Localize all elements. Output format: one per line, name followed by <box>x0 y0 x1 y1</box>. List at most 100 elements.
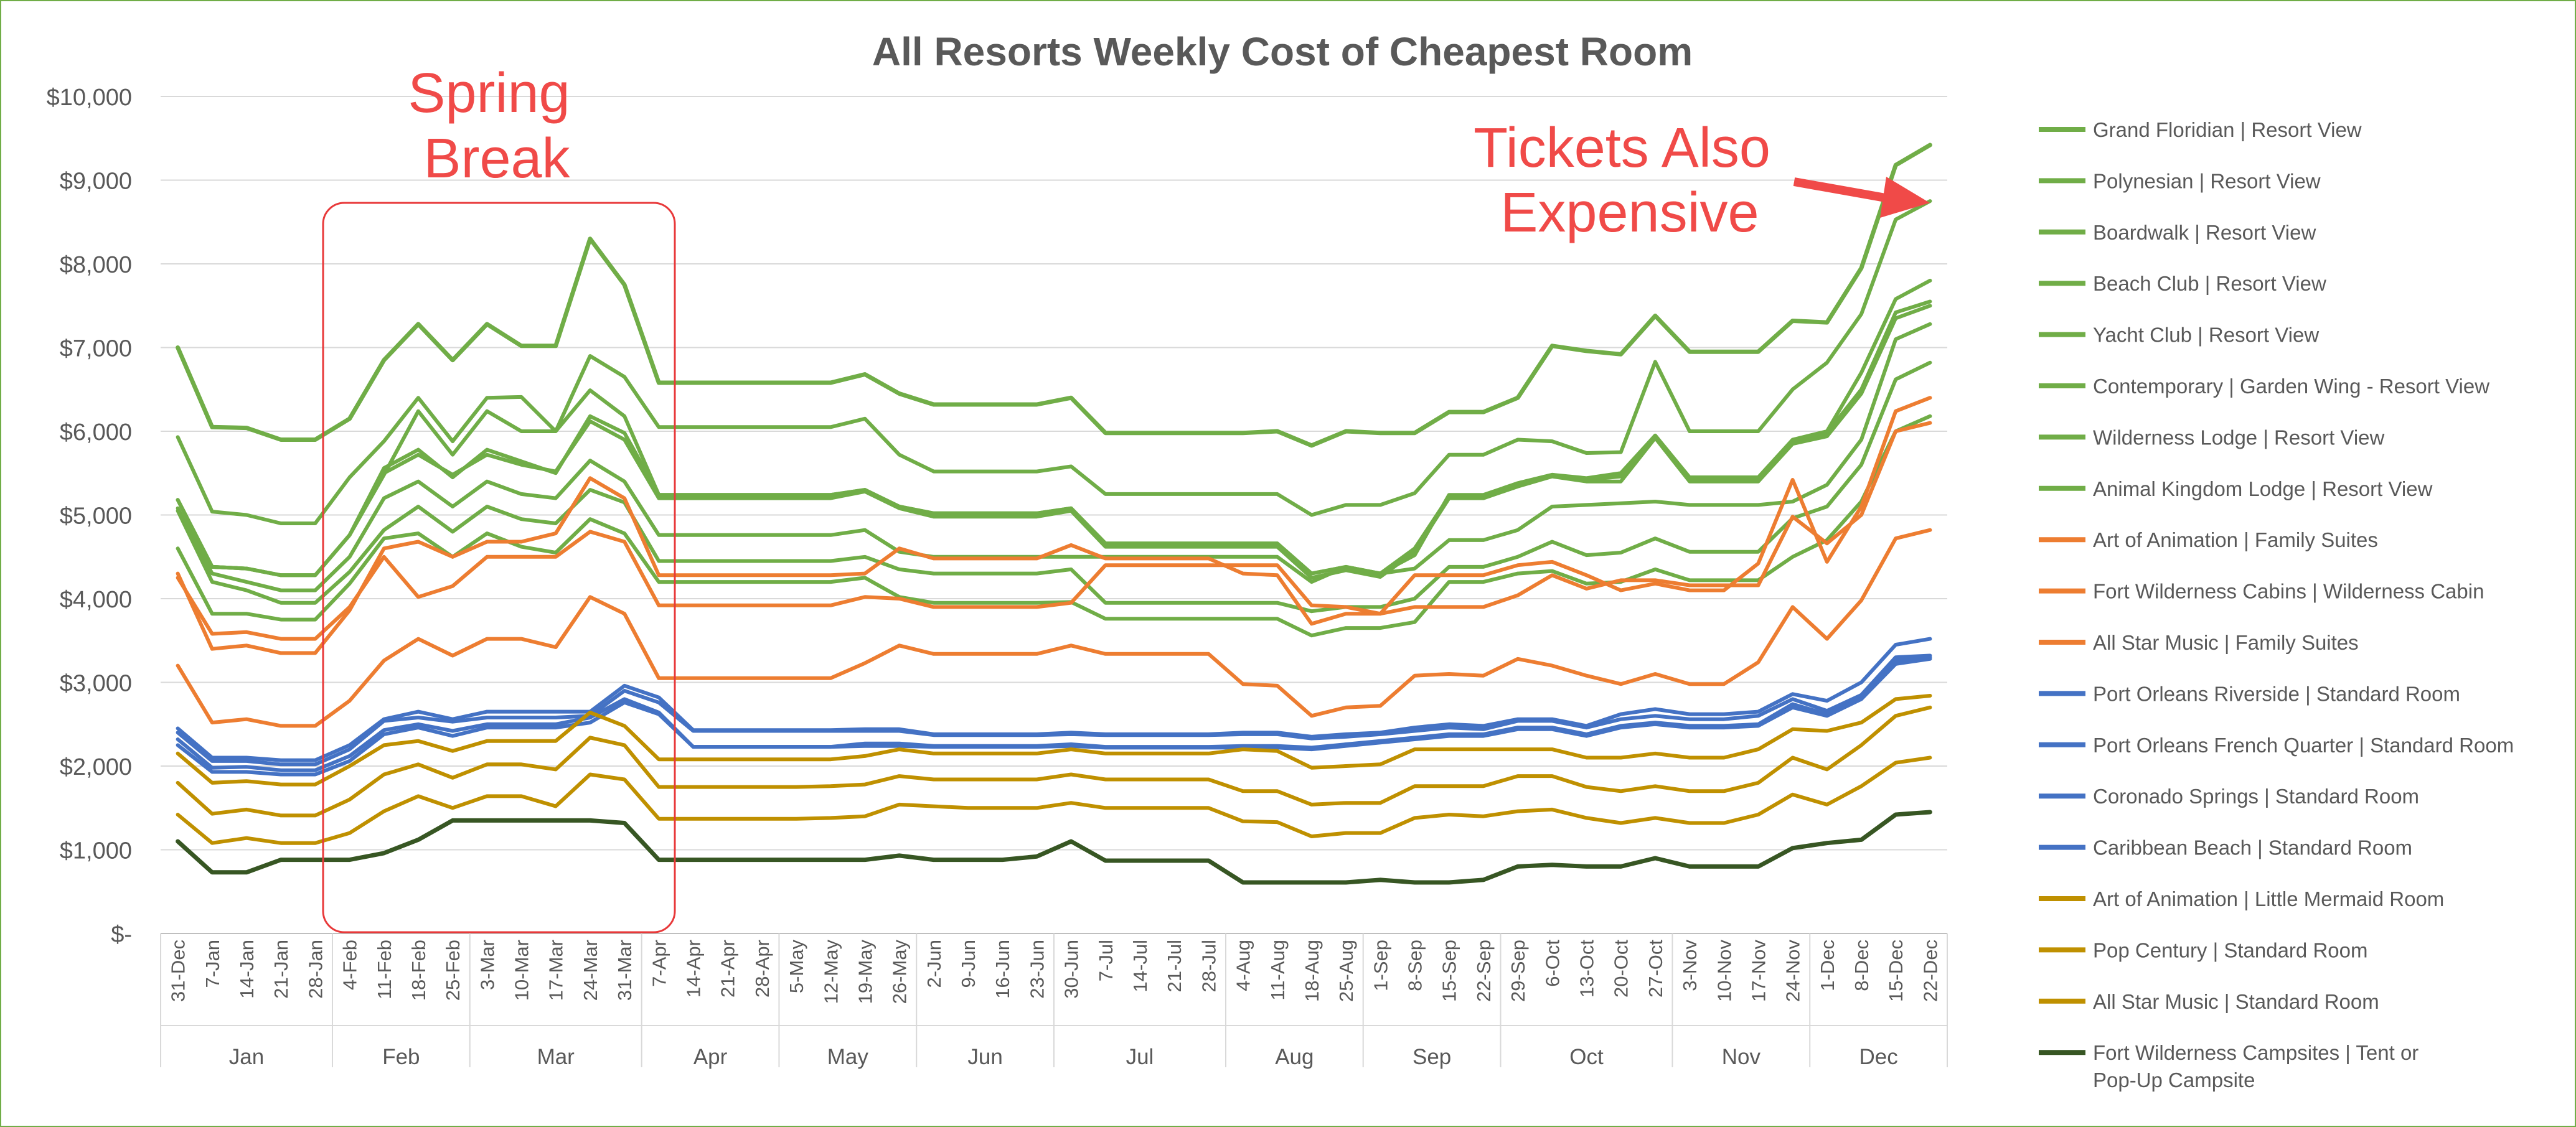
x-tick-label: 7-Apr <box>648 940 670 987</box>
legend: Grand Floridian | Resort View Polynesian … <box>2039 118 2514 1092</box>
y-axis: $- $1,000 $2,000 $3,000 $4,000 $5,000 $6,000 $7… <box>47 85 132 948</box>
y-tick-label: $6,000 <box>60 419 132 446</box>
legend-entry: Polynesian | Resort View <box>2093 169 2321 192</box>
series-line <box>176 694 1932 787</box>
month-label: Aug <box>1275 1045 1314 1069</box>
x-tick-label: 7-Jul <box>1095 940 1117 981</box>
arrow-shaft <box>1793 177 1894 203</box>
chart-title: All Resorts Weekly Cost of Cheapest Room <box>872 29 1693 74</box>
x-tick-label: 31-Mar <box>614 940 636 1001</box>
y-tick-label: $1,000 <box>60 838 132 864</box>
x-tick-label: 12-May <box>820 940 842 1004</box>
legend-entry: Boardwalk | Resort View <box>2093 221 2316 244</box>
legend-entry: Grand Floridian | Resort View <box>2093 118 2362 141</box>
x-tick-label: 26-May <box>889 940 911 1004</box>
legend-entry: Yacht Club | Resort View <box>2093 324 2319 347</box>
x-tick-label: 9-Jun <box>957 940 979 988</box>
legend-entry: Animal Kingdom Lodge | Resort View <box>2093 477 2433 500</box>
x-tick-label: 21-Jan <box>270 940 292 999</box>
x-tick-label: 18-Feb <box>408 940 430 1001</box>
series-line <box>176 360 1932 614</box>
x-tick-label: 11-Feb <box>374 940 395 999</box>
y-tick-label: $5,000 <box>60 503 132 530</box>
month-label: Apr <box>693 1045 728 1069</box>
x-tick-label: 19-May <box>854 940 876 1004</box>
x-tick-label: 1-Sep <box>1370 940 1391 991</box>
x-tick-label: 30-Jun <box>1061 940 1083 999</box>
x-tick-label: 4-Aug <box>1233 940 1254 991</box>
month-label: May <box>827 1045 869 1069</box>
y-tick-label: $7,000 <box>60 336 132 362</box>
legend-entry: Beach Club | Resort View <box>2093 272 2326 295</box>
y-tick-label: $9,000 <box>60 169 132 195</box>
legend-entry: Art of Animation | Little Mermaid Room <box>2093 887 2444 910</box>
x-tick-label: 21-Apr <box>717 940 739 998</box>
series-line <box>176 199 1932 525</box>
legend-entry: Pop Century | Standard Room <box>2093 938 2367 961</box>
x-tick-label: 28-Apr <box>751 940 773 998</box>
x-tick-label: 21-Jul <box>1163 940 1185 992</box>
y-tick-label: $2,000 <box>60 754 132 780</box>
legend-entry: Contemporary | Garden Wing - Resort View <box>2093 375 2489 398</box>
x-tick-label: 28-Jul <box>1198 940 1220 992</box>
x-axis: 31-Dec 7-Jan 14-Jan 21-Jan 28-Jan 4-Feb 11-Feb… <box>160 933 1948 1069</box>
arrow-head <box>1880 177 1930 218</box>
series-line <box>176 657 1932 777</box>
x-tick-label: 23-Jun <box>1026 940 1048 999</box>
grid <box>161 96 1947 934</box>
x-tick-label: 6-Oct <box>1541 940 1563 987</box>
x-tick-label: 22-Dec <box>1919 940 1941 1002</box>
series-line <box>176 396 1932 655</box>
legend-entry: Caribbean Beach | Standard Room <box>2093 836 2412 859</box>
y-tick-label: $3,000 <box>60 671 132 697</box>
month-label: Dec <box>1859 1045 1897 1069</box>
x-tick-label: 17-Mar <box>545 940 567 1001</box>
series-line <box>176 653 1932 767</box>
legend-entry: Fort Wilderness Cabins | Wilderness Cabi… <box>2093 580 2484 603</box>
x-tick-label: 24-Mar <box>580 940 601 1001</box>
y-tick-label: $- <box>111 922 132 948</box>
x-tick-label: 1-Dec <box>1817 940 1838 991</box>
legend-entry: All Star Music | Family Suites <box>2093 631 2359 654</box>
month-label: Jan <box>229 1045 264 1069</box>
month-label: Nov <box>1722 1045 1761 1069</box>
x-tick-label: 5-May <box>786 940 807 994</box>
series-line <box>176 810 1932 885</box>
x-tick-label: 3-Mar <box>476 940 498 990</box>
x-tick-label: 22-Sep <box>1473 940 1495 1002</box>
x-tick-label: 3-Nov <box>1679 940 1701 991</box>
x-tick-label: 18-Aug <box>1301 940 1323 1002</box>
legend-entry: Wilderness Lodge | Resort View <box>2093 426 2385 449</box>
x-tick-label: 4-Feb <box>339 940 361 990</box>
legend-entry: Port Orleans Riverside | Standard Room <box>2093 682 2460 705</box>
series-line <box>176 143 1932 448</box>
month-label: Mar <box>537 1045 575 1069</box>
x-tick-label: 20-Oct <box>1610 940 1632 998</box>
legend-entry: Fort Wilderness Campsites | Tent or Pop-U… <box>2093 1041 2419 1092</box>
x-tick-label: 25-Aug <box>1335 940 1357 1002</box>
spring-break-label: Spring Break <box>408 62 585 190</box>
x-tick-label: 8-Dec <box>1851 940 1873 991</box>
x-tick-label: 11-Aug <box>1267 940 1289 1001</box>
series-line <box>176 637 1932 762</box>
x-tick-label: 31-Dec <box>167 940 189 1002</box>
y-tick-label: $4,000 <box>60 587 132 613</box>
legend-entry: Coronado Springs | Standard Room <box>2093 785 2419 808</box>
series-line <box>176 528 1932 728</box>
x-tick-label: 14-Jan <box>236 940 258 999</box>
annotations: Spring Break Tickets Also Expensive <box>322 62 1930 933</box>
series-line <box>176 322 1932 592</box>
legend-entry: All Star Music | Standard Room <box>2093 990 2379 1013</box>
x-tick-label: 25-Feb <box>442 940 464 1001</box>
series-lines <box>176 143 1932 885</box>
x-tick-label: 10-Nov <box>1713 940 1735 1002</box>
x-tick-label: 24-Nov <box>1782 940 1804 1002</box>
x-tick-label: 16-Jun <box>992 940 1013 999</box>
month-label: Jul <box>1126 1045 1154 1069</box>
x-tick-label: 17-Nov <box>1747 940 1769 1002</box>
month-label: Sep <box>1413 1045 1451 1069</box>
month-label: Jun <box>967 1045 1002 1069</box>
x-tick-label: 7-Jan <box>202 940 223 988</box>
x-tick-label: 14-Jul <box>1129 940 1151 992</box>
